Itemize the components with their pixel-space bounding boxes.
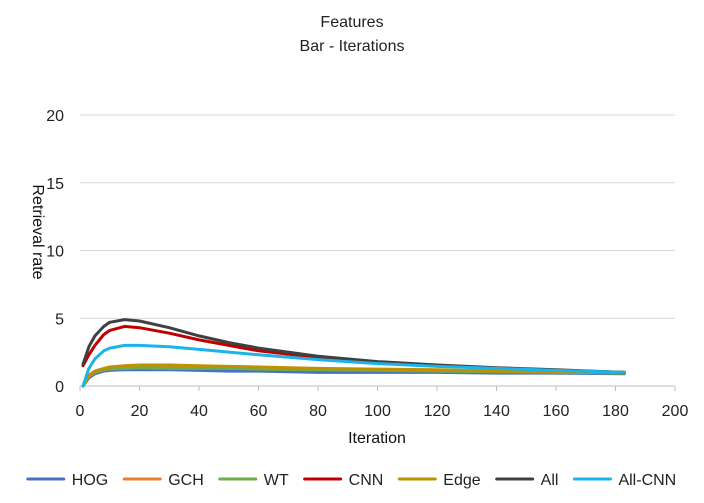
- gridlines: [80, 114, 675, 319]
- legend-label-hog: HOG: [72, 472, 108, 489]
- axes: [79, 385, 676, 391]
- legend-label-all: All: [541, 472, 559, 489]
- x-tick-label: 0: [76, 403, 85, 420]
- x-tick-label: 100: [364, 403, 391, 420]
- y-tick-label: 15: [46, 176, 64, 193]
- x-tick-label: 20: [131, 403, 149, 420]
- x-tick-label: 80: [309, 403, 327, 420]
- x-tick-label: 180: [602, 403, 629, 420]
- series-line-edge: [81, 363, 626, 388]
- y-tick-label: 0: [55, 379, 64, 396]
- legend-label-edge: Edge: [443, 472, 480, 489]
- x-tick-label: 140: [483, 403, 510, 420]
- y-tick-label: 10: [46, 244, 64, 261]
- legend: HOG GCH WT CNN Edge All All-CNN: [26, 472, 676, 489]
- x-axis-title: Iteration: [348, 430, 406, 447]
- y-tick-label: 5: [55, 311, 64, 328]
- y-axis-title: Retrieval rate: [29, 184, 46, 279]
- x-tick-label: 120: [424, 403, 451, 420]
- chart-subtitle: Bar - Iterations: [300, 38, 405, 55]
- x-tick-label: 200: [662, 403, 689, 420]
- legend-label-all-cnn: All-CNN: [618, 472, 676, 489]
- x-tick-label: 60: [250, 403, 268, 420]
- series-lines: [81, 318, 626, 388]
- series-line-all-cnn: [81, 343, 626, 388]
- legend-label-gch: GCH: [168, 472, 204, 489]
- x-tick-label: 160: [543, 403, 570, 420]
- legend-label-wt: WT: [264, 472, 289, 489]
- legend-label-cnn: CNN: [349, 472, 384, 489]
- chart-title: Features: [320, 14, 383, 31]
- x-tick-label: 40: [190, 403, 208, 420]
- y-tick-label: 20: [46, 108, 64, 125]
